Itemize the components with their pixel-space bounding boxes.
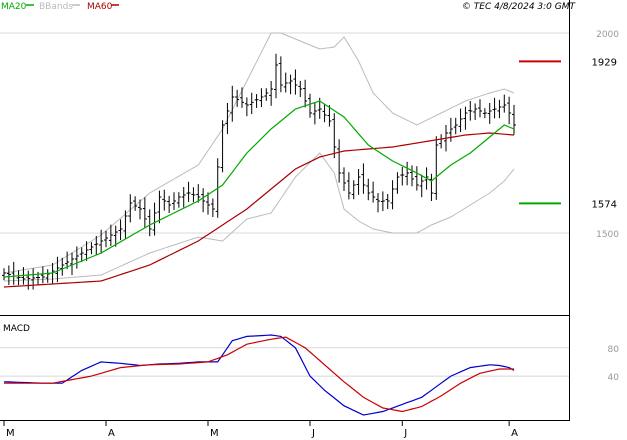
x-tick-label: M	[6, 428, 15, 439]
ma60-line	[3, 132, 515, 288]
price-y-tick-label: 2000	[596, 30, 619, 40]
legend-ma20: MA20	[1, 2, 27, 12]
bollinger-bands-layer	[3, 32, 515, 282]
copyright-label: © TEC 4/8/2024 3:0 GMT	[462, 2, 577, 12]
legend: MA20 BBands MA60	[1, 2, 119, 12]
price-marker-label: 1574	[592, 199, 617, 210]
bollinger-upper-line	[3, 32, 515, 274]
price-marker-label: 1929	[592, 57, 617, 68]
x-tick-label: A	[511, 428, 518, 439]
ma20-line	[3, 100, 515, 278]
x-tick-label: J	[403, 428, 407, 439]
legend-ma60: MA60	[87, 2, 113, 12]
price-y-tick-label: 1500	[596, 230, 619, 240]
price-markers: 1929 1574	[519, 57, 617, 210]
x-tick-label: M	[210, 428, 219, 439]
y-axis-ticks: 2000 1500 80 40	[596, 30, 619, 383]
macd-y-tick-label: 40	[608, 373, 620, 383]
macd-y-tick-label: 80	[608, 345, 620, 355]
gridlines	[0, 32, 569, 377]
macd-layer	[3, 334, 515, 416]
x-tick-label: A	[108, 428, 115, 439]
bollinger-lower-line	[3, 152, 515, 282]
legend-bbands: BBands	[39, 2, 73, 12]
moving-average-layer	[3, 100, 515, 288]
macd-panel-title: MACD	[3, 324, 30, 334]
x-tick-label: J	[311, 428, 315, 439]
price-bars-layer	[2, 53, 516, 290]
macd-series-macd	[3, 334, 515, 416]
macd-series-signal	[4, 336, 514, 413]
